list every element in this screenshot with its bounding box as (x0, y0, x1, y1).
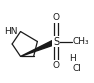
Text: O: O (53, 61, 60, 70)
Text: S: S (53, 37, 59, 46)
Text: HN: HN (4, 27, 18, 36)
Text: CH₃: CH₃ (73, 37, 89, 46)
Text: O: O (53, 13, 60, 22)
Text: Cl: Cl (72, 64, 81, 73)
Polygon shape (21, 39, 57, 56)
Text: H: H (69, 54, 76, 63)
